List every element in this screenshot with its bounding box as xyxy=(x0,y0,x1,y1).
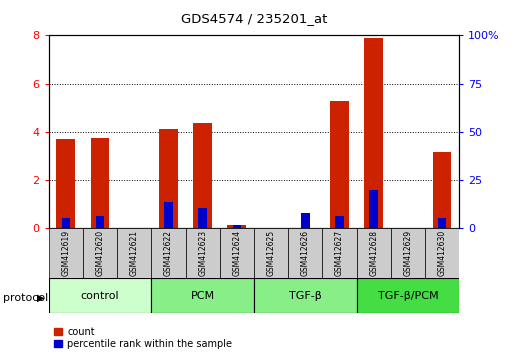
Text: GSM412629: GSM412629 xyxy=(403,230,412,276)
Bar xyxy=(364,38,383,228)
Text: ▶: ▶ xyxy=(37,293,45,303)
Bar xyxy=(227,225,246,228)
Text: TGF-β/PCM: TGF-β/PCM xyxy=(378,291,438,301)
Text: GSM412630: GSM412630 xyxy=(438,230,446,276)
Bar xyxy=(56,139,75,228)
Text: GSM412628: GSM412628 xyxy=(369,230,378,276)
Bar xyxy=(432,152,451,228)
Bar xyxy=(330,101,349,228)
Bar xyxy=(49,228,83,278)
Text: GSM412619: GSM412619 xyxy=(62,230,70,276)
Bar xyxy=(391,228,425,278)
Bar xyxy=(96,216,104,228)
Bar xyxy=(193,124,212,228)
Text: GSM412625: GSM412625 xyxy=(267,230,275,276)
Text: GSM412623: GSM412623 xyxy=(198,230,207,276)
Legend: count, percentile rank within the sample: count, percentile rank within the sample xyxy=(53,327,232,349)
Text: GSM412622: GSM412622 xyxy=(164,230,173,276)
Bar xyxy=(117,228,151,278)
Text: TGF-β: TGF-β xyxy=(289,291,322,301)
Bar xyxy=(322,228,357,278)
Bar xyxy=(83,228,117,278)
Bar xyxy=(220,228,254,278)
Text: control: control xyxy=(81,291,120,301)
Bar xyxy=(151,228,186,278)
Text: protocol: protocol xyxy=(3,293,48,303)
Bar xyxy=(91,138,109,228)
Bar xyxy=(151,278,254,313)
Bar xyxy=(425,228,459,278)
Bar xyxy=(254,228,288,278)
Bar xyxy=(232,225,241,228)
Bar xyxy=(438,218,446,228)
Bar xyxy=(186,228,220,278)
Text: GSM412624: GSM412624 xyxy=(232,230,241,276)
Text: GSM412620: GSM412620 xyxy=(95,230,105,276)
Bar xyxy=(357,278,459,313)
Text: GSM412627: GSM412627 xyxy=(335,230,344,276)
Bar xyxy=(335,216,344,228)
Text: GDS4574 / 235201_at: GDS4574 / 235201_at xyxy=(181,12,327,25)
Bar xyxy=(288,228,322,278)
Bar xyxy=(199,208,207,228)
Bar xyxy=(164,202,173,228)
Text: GSM412621: GSM412621 xyxy=(130,230,139,276)
Bar xyxy=(159,130,178,228)
Text: PCM: PCM xyxy=(190,291,215,301)
Bar xyxy=(357,228,391,278)
Bar xyxy=(49,278,151,313)
Bar xyxy=(254,278,357,313)
Bar xyxy=(369,190,378,228)
Bar xyxy=(301,213,309,228)
Text: GSM412626: GSM412626 xyxy=(301,230,310,276)
Bar xyxy=(62,218,70,228)
